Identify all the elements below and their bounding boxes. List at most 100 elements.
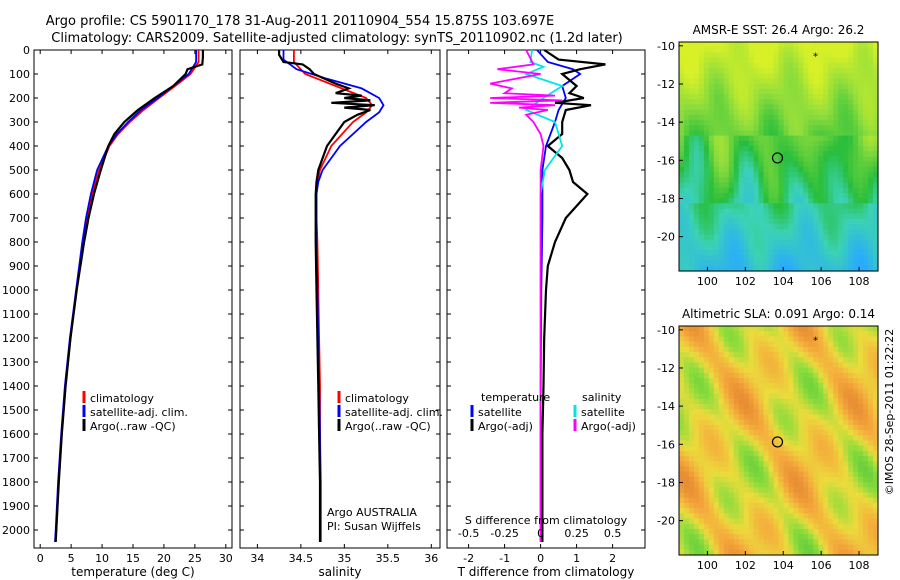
map-cell [708, 239, 715, 246]
map-cell [763, 213, 770, 220]
map-cell [758, 544, 765, 551]
map-cell [708, 182, 715, 189]
map-cell [693, 244, 700, 251]
map-cell [818, 177, 824, 184]
map-cell [688, 539, 695, 546]
map-cell [813, 229, 819, 236]
map-cell [788, 404, 795, 410]
map-cell [773, 125, 780, 132]
map-cell [708, 430, 715, 436]
map-cell [693, 94, 700, 100]
map-cell [753, 239, 760, 246]
map-cell [748, 404, 755, 410]
map-cell [679, 73, 685, 80]
map-cell [698, 130, 705, 137]
map-cell [843, 336, 849, 343]
map-cell [763, 182, 770, 189]
map-cell [728, 78, 735, 85]
map-cell [838, 104, 844, 111]
map-cell [828, 367, 834, 374]
map-cell [768, 398, 775, 405]
map-cells [679, 326, 879, 556]
map-cell [753, 52, 760, 59]
map-cell [838, 172, 844, 178]
map-cell [868, 450, 874, 457]
map-cell [763, 198, 770, 204]
map-cell [748, 47, 755, 53]
map-cell [743, 83, 750, 90]
map-cell [813, 213, 819, 220]
map-cell [793, 482, 799, 488]
map-cell [708, 135, 715, 142]
map-cell [688, 57, 695, 64]
map-cell [753, 476, 760, 483]
map-cell [698, 383, 705, 390]
y-tick-label: 100 [9, 68, 30, 81]
map-cell [778, 497, 785, 504]
map-cell [788, 99, 795, 106]
map-cell [718, 192, 725, 199]
map-cell [793, 513, 799, 520]
map-cell [713, 244, 720, 251]
map-cell [828, 42, 834, 48]
map-cell [773, 539, 780, 546]
map-cell [723, 357, 730, 364]
map-cell [748, 393, 755, 400]
map-cell [693, 456, 700, 462]
map-cell [733, 172, 740, 178]
map-cell [828, 508, 834, 514]
map-cell [838, 502, 844, 509]
map-cell [818, 487, 824, 494]
map-cell [679, 539, 685, 546]
map-cell [758, 172, 765, 178]
map-cell [788, 78, 795, 85]
series-line-argo---raw--qc--2 [54, 50, 204, 543]
map-cell [723, 68, 730, 74]
map-cell [763, 156, 770, 163]
map-cell [718, 114, 725, 121]
map-cell [698, 372, 705, 379]
map-cell [733, 151, 740, 158]
map-cell [703, 326, 710, 332]
map-cell [713, 234, 720, 241]
map-cell [788, 435, 795, 442]
map-cell [718, 239, 725, 246]
map-cell [703, 114, 710, 121]
map-cell [768, 523, 775, 530]
map-cell [738, 336, 745, 343]
map-cell [708, 466, 715, 473]
map-cell [748, 135, 755, 142]
map-cell [848, 234, 854, 241]
map-cell [698, 166, 705, 173]
map-cell [708, 346, 715, 353]
map-cell [813, 424, 819, 431]
map-cell [733, 404, 740, 410]
map-cell [688, 471, 695, 478]
map-cell [693, 471, 700, 478]
map-cell [683, 378, 690, 384]
map-cell [708, 534, 715, 540]
map-cell [853, 549, 859, 556]
map-cell [788, 456, 795, 462]
map-cell [688, 114, 695, 121]
map-cell [853, 260, 859, 267]
map-cell [768, 497, 775, 504]
map-cell [778, 166, 785, 173]
map-cell [753, 404, 760, 410]
map-cell [868, 203, 874, 210]
map-cell [758, 466, 765, 473]
map-cell [788, 47, 795, 53]
map-cell [728, 497, 735, 504]
map-cell [798, 161, 804, 168]
map-cell [679, 476, 685, 483]
map-cell [853, 57, 859, 64]
map-cell [768, 461, 775, 468]
s-tick-label: -0.25 [490, 527, 518, 540]
map-cell [763, 471, 770, 478]
map-cell [738, 456, 745, 462]
map-cell [743, 523, 750, 530]
map-cell [803, 182, 809, 189]
map-cell [873, 213, 879, 220]
map-cell [768, 239, 775, 246]
map-cell [823, 409, 829, 416]
